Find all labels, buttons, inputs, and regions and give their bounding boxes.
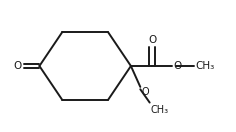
Text: CH₃: CH₃: [195, 61, 215, 71]
Text: O: O: [173, 61, 181, 71]
Text: O: O: [141, 87, 149, 97]
Text: CH₃: CH₃: [151, 105, 169, 115]
Text: O: O: [13, 61, 21, 71]
Text: O: O: [148, 35, 156, 45]
